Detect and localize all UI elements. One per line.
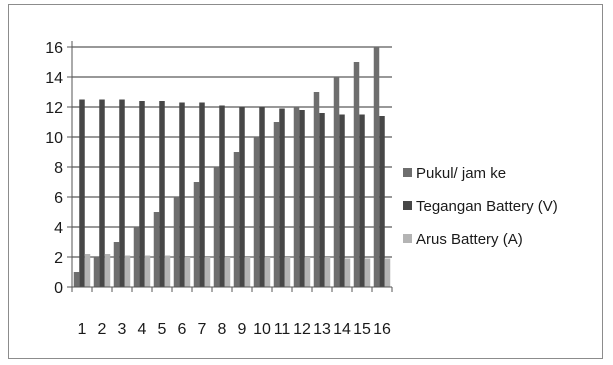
bar-2-2 bbox=[99, 99, 105, 287]
x-axis-ticks: 1 2 3 4 5 6 7 8 9 10 11 12 13 14 15 16 bbox=[78, 321, 391, 338]
bar-3-8 bbox=[224, 257, 231, 287]
bar-3-12 bbox=[304, 257, 311, 287]
bar-3-6 bbox=[184, 257, 191, 287]
bar-1-5 bbox=[153, 212, 160, 287]
x-tick-label: 16 bbox=[373, 321, 391, 338]
y-tick-label: 8 bbox=[54, 160, 63, 177]
y-tick-label: 6 bbox=[54, 190, 63, 207]
bar-2-3 bbox=[119, 99, 125, 287]
legend-label-2: Tegangan Battery (V) bbox=[416, 198, 558, 215]
bar-2-5 bbox=[159, 101, 165, 287]
bar-1-6 bbox=[173, 197, 180, 287]
bar-1-7 bbox=[193, 182, 200, 287]
x-tick-label: 6 bbox=[178, 321, 187, 338]
legend-swatch-1 bbox=[403, 168, 412, 177]
chart-frame bbox=[8, 4, 603, 359]
bar-3-9 bbox=[244, 257, 251, 287]
bar-2-6 bbox=[179, 102, 185, 287]
bar-1-10 bbox=[253, 137, 260, 287]
axes bbox=[67, 41, 393, 292]
y-tick-label: 0 bbox=[54, 280, 63, 297]
bar-2-1 bbox=[79, 99, 85, 287]
y-axis-ticks: 0 2 4 6 8 10 12 14 16 bbox=[45, 40, 63, 297]
x-tick-label: 10 bbox=[253, 321, 271, 338]
x-tick-label: 2 bbox=[98, 321, 107, 338]
bar-1-9 bbox=[233, 152, 240, 287]
bar-1-12 bbox=[293, 107, 300, 287]
bar-1-11 bbox=[273, 122, 280, 287]
bar-3-13 bbox=[324, 257, 331, 287]
legend-label-3: Arus Battery (A) bbox=[416, 231, 523, 248]
bar-3-2 bbox=[104, 254, 111, 287]
bar-1-15 bbox=[353, 62, 360, 287]
bar-2-4 bbox=[139, 101, 145, 287]
x-tick-label: 9 bbox=[238, 321, 247, 338]
bar-2-13 bbox=[319, 113, 325, 287]
y-tick-label: 10 bbox=[45, 130, 63, 147]
bar-2-9 bbox=[239, 107, 245, 287]
bar-3-1 bbox=[84, 254, 91, 287]
y-tick-label: 2 bbox=[54, 250, 63, 267]
bar-3-14 bbox=[344, 258, 351, 287]
bar-2-15 bbox=[359, 114, 365, 287]
bar-3-15 bbox=[364, 258, 371, 287]
x-tick-label: 5 bbox=[158, 321, 167, 338]
x-tick-label: 15 bbox=[353, 321, 371, 338]
x-tick-label: 13 bbox=[313, 321, 331, 338]
x-tick-label: 11 bbox=[274, 321, 291, 338]
x-tick-label: 14 bbox=[333, 321, 351, 338]
x-tick-label: 4 bbox=[138, 321, 147, 338]
bar-1-16 bbox=[373, 47, 380, 287]
bar-series bbox=[73, 47, 391, 287]
bar-1-1 bbox=[73, 272, 80, 287]
legend-swatch-2 bbox=[403, 201, 412, 210]
bar-2-7 bbox=[199, 102, 205, 287]
bar-2-11 bbox=[279, 108, 285, 287]
bar-3-3 bbox=[124, 255, 131, 287]
bar-2-14 bbox=[339, 114, 345, 287]
bar-2-10 bbox=[259, 107, 265, 287]
bar-1-4 bbox=[133, 227, 140, 287]
y-tick-label: 4 bbox=[54, 220, 63, 237]
x-tick-label: 8 bbox=[218, 321, 227, 338]
x-tick-label: 12 bbox=[293, 321, 311, 338]
bar-1-13 bbox=[313, 92, 320, 287]
legend: Pukul/ jam ke Tegangan Battery (V) Arus Ba… bbox=[403, 165, 558, 248]
y-tick-label: 16 bbox=[45, 40, 63, 57]
legend-swatch-3 bbox=[403, 234, 412, 243]
bar-1-3 bbox=[113, 242, 120, 287]
x-tick-label: 3 bbox=[118, 321, 127, 338]
y-tick-label: 14 bbox=[45, 70, 63, 87]
bar-3-4 bbox=[144, 255, 151, 287]
bar-3-11 bbox=[284, 257, 291, 287]
bar-1-8 bbox=[213, 167, 220, 287]
bar-3-16 bbox=[384, 258, 391, 287]
x-tick-label: 1 bbox=[78, 321, 87, 338]
bar-2-12 bbox=[299, 110, 305, 287]
y-tick-label: 12 bbox=[45, 100, 63, 117]
bar-1-2 bbox=[93, 257, 100, 287]
x-tick-label: 7 bbox=[198, 321, 207, 338]
bar-3-10 bbox=[264, 257, 271, 287]
legend-label-1: Pukul/ jam ke bbox=[416, 165, 506, 182]
bar-2-16 bbox=[379, 116, 385, 287]
bar-3-5 bbox=[164, 255, 171, 287]
bar-1-14 bbox=[333, 77, 340, 287]
bar-2-8 bbox=[219, 105, 225, 287]
bar-3-7 bbox=[204, 257, 211, 287]
